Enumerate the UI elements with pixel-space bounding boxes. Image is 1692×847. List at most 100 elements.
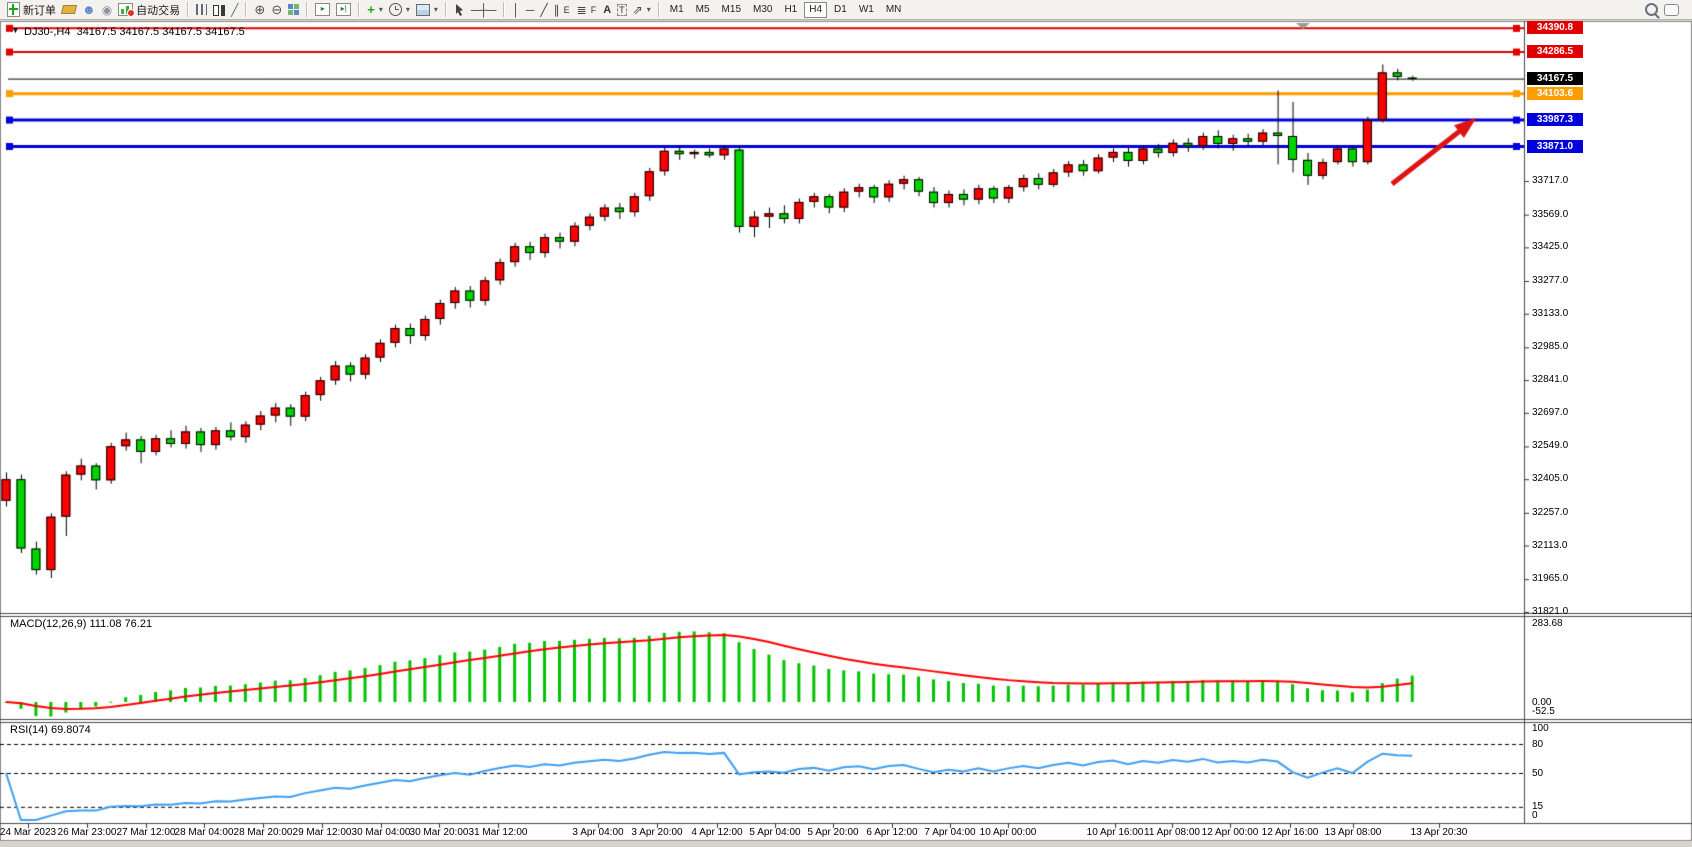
rsi-indicator-label: RSI(14) 69.8074 (10, 724, 91, 736)
price-tick-label: 32405.0 (1532, 473, 1569, 485)
price-tick-label: 32549.0 (1532, 440, 1569, 452)
time-axis-label: 4 Apr 12:00 (691, 827, 743, 838)
channel-letter: E (563, 4, 570, 15)
toolbar-separator (306, 2, 309, 17)
price-tick-label: 33277.0 (1532, 275, 1569, 286)
autotrading-button[interactable]: 自动交易 (115, 1, 183, 19)
equidistant-channel-icon: ∥ (553, 2, 560, 17)
auto-scroll-icon: ▸ (315, 3, 331, 16)
time-axis-label: 11 Apr 08:00 (1144, 827, 1200, 838)
fibonacci-tool-button[interactable]: ≣ F (574, 1, 601, 19)
line-chart-icon: ╱ (231, 2, 239, 17)
time-axis-label: 28 Mar 04:00 (174, 827, 234, 838)
new-order-button[interactable]: 新订单 (4, 1, 59, 19)
text-tool-icon: A (603, 3, 612, 16)
search-button[interactable] (1642, 1, 1661, 19)
news-button[interactable]: ◉ (99, 1, 115, 19)
arrows-icon: ⇗ (632, 2, 643, 17)
time-axis-label: 10 Apr 00:00 (979, 827, 1037, 838)
price-tick-label: 32841.0 (1532, 374, 1569, 386)
crosshair-tool-button[interactable]: ─┼─ (468, 1, 500, 19)
timeframe-m15-button[interactable]: M15 (721, 3, 741, 15)
templates-button[interactable]: ▾ (413, 1, 441, 19)
market-watch-button[interactable] (59, 1, 79, 19)
rsi-axis-label: 100 (1532, 723, 1549, 734)
chat-icon: 1 (1664, 3, 1679, 16)
horizontal-line-tool-button[interactable]: ─ (523, 1, 538, 19)
toolbar-separator (245, 2, 248, 17)
trendline-tool-button[interactable]: ╱ (537, 1, 550, 19)
time-axis-label: 12 Apr 00:00 (1201, 827, 1259, 838)
text-label-icon: T (617, 3, 627, 16)
periods-button[interactable]: ▾ (386, 1, 413, 19)
trendline-icon: ╱ (540, 2, 548, 17)
timeframe-w1-button[interactable]: W1 (858, 3, 874, 15)
new-order-icon (7, 2, 20, 17)
price-line-badge: 33987.3 (1527, 113, 1583, 127)
price-tick-label: 33717.0 (1532, 175, 1569, 186)
time-axis-label: 13 Apr 20:30 (1410, 827, 1468, 838)
text-tool-button[interactable]: A (600, 1, 614, 19)
rsi-axis-label: 0 (1532, 810, 1538, 821)
zoom-out-button[interactable]: ⊖ (268, 1, 285, 19)
price-tick-label: 32985.0 (1532, 341, 1569, 353)
zoom-out-icon: ⊖ (271, 1, 283, 17)
auto-scroll-button[interactable]: ▸ (312, 1, 333, 19)
price-line-badge: 34167.5 (1527, 72, 1583, 86)
dropdown-caret-icon: ▾ (433, 5, 438, 14)
profiles-button[interactable]: ☻ (79, 1, 99, 19)
bar-chart-icon (196, 4, 208, 15)
price-tick-label: 33133.0 (1532, 307, 1569, 319)
time-axis-label: 26 Mar 23:00 (57, 827, 117, 838)
tile-windows-icon (288, 4, 300, 15)
price-tick-label: 33425.0 (1532, 241, 1569, 253)
macd-axis-label: -52.5 (1532, 706, 1555, 717)
main-toolbar: 新订单 ☻ ◉ 自动交易 ╱ ⊕ ⊖ ▸ ▸| + ▾ ▾ ▾ ─┼─ │ ─ ╱… (0, 0, 1692, 20)
chart-shift-button[interactable]: ▸| (333, 1, 354, 19)
zoom-in-button[interactable]: ⊕ (251, 1, 268, 19)
dropdown-caret-icon: ▾ (405, 5, 410, 14)
toolbar-separator (187, 2, 190, 17)
text-label-tool-button[interactable]: T (614, 1, 630, 19)
profile-icon: ☻ (82, 1, 96, 17)
bar-chart-button[interactable] (193, 1, 210, 19)
price-tick-label: 32697.0 (1532, 406, 1569, 418)
rsi-axis-label: 50 (1532, 768, 1544, 779)
crosshair-icon: ─┼─ (470, 2, 497, 17)
candlestick-chart-button[interactable] (210, 1, 228, 19)
cursor-icon (455, 4, 463, 16)
rsi-axis-label: 15 (1532, 801, 1544, 812)
dropdown-caret-icon: ▾ (378, 5, 383, 14)
timeframe-mn-button[interactable]: MN (885, 3, 902, 15)
chart-title: DJ30-,H4 34167.5 34167.5 34167.5 34167.5 (24, 26, 245, 38)
price-tick-label: 32257.0 (1532, 506, 1569, 518)
toolbar-separator (657, 2, 660, 17)
timeframe-h1-button[interactable]: H1 (784, 3, 798, 15)
timeframe-h4-button[interactable]: H4 (804, 1, 828, 18)
chart-shift-icon: ▸| (336, 3, 352, 16)
cursor-tool-button[interactable] (451, 1, 468, 19)
price-tick-label: 33569.0 (1532, 208, 1569, 220)
price-line-badge: 34286.5 (1527, 45, 1583, 59)
indicators-button[interactable]: + ▾ (364, 1, 386, 19)
timeframe-m1-button[interactable]: M1 (669, 3, 684, 15)
channel-tool-button[interactable]: ∥ E (551, 1, 574, 19)
tile-windows-button[interactable] (285, 1, 302, 19)
vertical-line-tool-button[interactable]: │ (509, 1, 523, 19)
timeframe-m30-button[interactable]: M30 (753, 3, 773, 15)
line-chart-button[interactable]: ╱ (228, 1, 241, 19)
timeframe-m5-button[interactable]: M5 (695, 3, 710, 15)
window-bottom-strip (0, 841, 1692, 847)
price-line-badge: 34390.8 (1527, 21, 1583, 35)
search-icon (1645, 3, 1660, 19)
time-axis-label: 7 Apr 04:00 (924, 827, 976, 838)
price-tick-label: 31965.0 (1532, 573, 1569, 585)
timeframe-d1-button[interactable]: D1 (834, 3, 847, 15)
notifications-button[interactable]: 1 (1661, 1, 1682, 19)
horizontal-line-icon: ─ (525, 2, 535, 17)
symbol-dropdown-caret[interactable]: ▼ (11, 25, 20, 35)
time-axis-label: 27 Mar 12:00 (116, 827, 176, 838)
time-axis-label: 31 Mar 12:00 (468, 827, 528, 838)
arrows-tool-button[interactable]: ⇗ ▾ (630, 1, 654, 19)
